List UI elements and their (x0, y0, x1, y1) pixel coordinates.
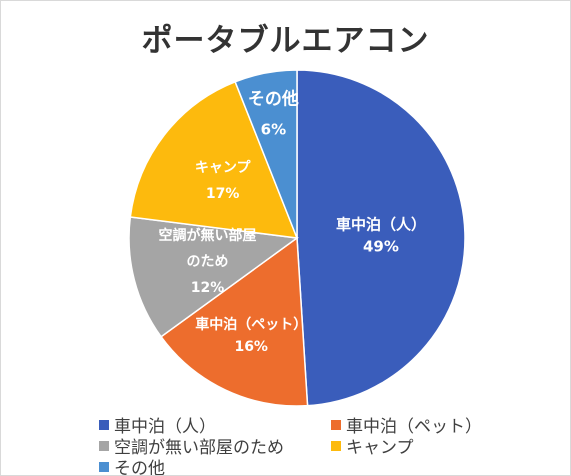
legend-item-4: キャンプ (331, 433, 414, 458)
pie-slice-2 (160, 236, 309, 407)
legend-item-2: 車中泊（ペット） (331, 412, 482, 437)
pie-slice-1 (296, 69, 466, 407)
legend-label: 空調が無い部屋のため (114, 438, 284, 458)
pie-slice-4 (129, 80, 299, 239)
legend-item-5: その他 (99, 454, 165, 476)
legend-swatch (331, 419, 341, 430)
legend-swatch (99, 440, 109, 451)
legend-swatch (99, 419, 109, 430)
legend-item-1: 車中泊（人） (99, 412, 216, 437)
legend-label: 車中泊（ペット） (346, 417, 482, 437)
legend-label: 車中泊（人） (114, 417, 216, 437)
data-label-name-2: 車中泊（ペット） (195, 316, 307, 333)
data-label-percent-1: 49% (363, 238, 399, 256)
legend-swatch (331, 440, 341, 451)
chart-title: ポータブルエアコン (141, 23, 430, 59)
legend-label: キャンプ (346, 438, 414, 458)
data-label-name-4: キャンプ (195, 160, 252, 176)
data-label-percent-5: 6% (261, 120, 286, 138)
legend-swatch (99, 461, 109, 472)
legend-item-3: 空調が無い部屋のため (99, 433, 284, 458)
data-label-name-3: 空調が無い部屋 (159, 227, 257, 244)
data-label-percent-3: 12% (191, 280, 225, 296)
legend-label: その他 (114, 459, 165, 476)
data-label-name-3: のため (187, 254, 229, 270)
data-label-name-1: 車中泊（人） (336, 216, 426, 234)
pie-slices (128, 69, 466, 407)
pie-labels: 車中泊（人） 49% 車中泊（ペット） 16% 空調が無い部屋のため 12% キャンプ 17%… (159, 88, 426, 355)
pie-slice-3 (128, 216, 299, 338)
data-label-percent-2: 16% (234, 339, 268, 355)
pie-slice-5 (234, 69, 298, 239)
data-label-percent-4: 17% (206, 186, 240, 202)
data-label-name-5: その他 (248, 88, 299, 109)
